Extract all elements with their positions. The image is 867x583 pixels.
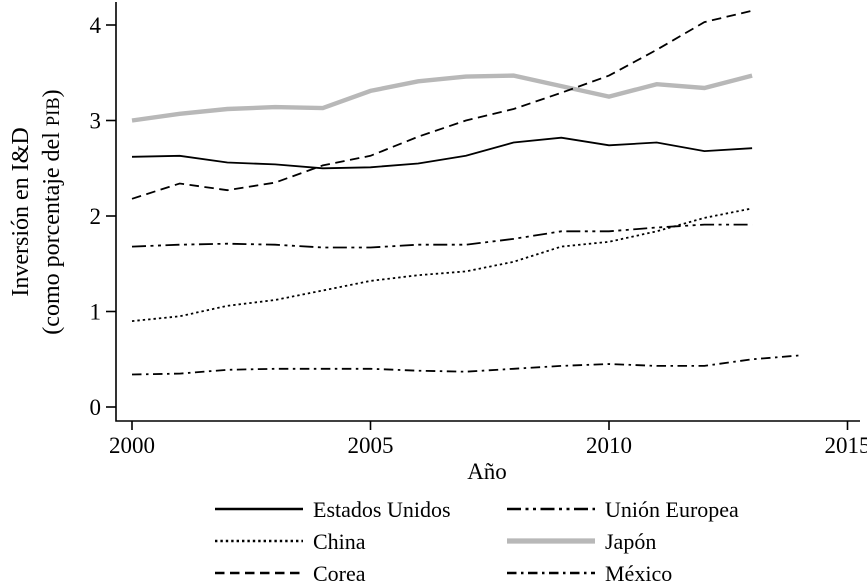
- series-line-japon: [131, 73, 753, 123]
- x-tick-label: 2010: [586, 433, 632, 458]
- legend: Estados Unidos China Corea Unión Europea Jap…: [215, 497, 739, 583]
- y-tick-label: 0: [90, 395, 102, 420]
- legend-label-estados-unidos: Estados Unidos: [313, 497, 451, 522]
- legend-item-japon: Japón: [507, 529, 656, 554]
- series-line-estados-unidos: [131, 136, 753, 170]
- legend-label-china: China: [313, 529, 366, 554]
- axis-lines: [115, 2, 860, 422]
- series-line-china: [131, 207, 753, 322]
- legend-label-union-europea: Unión Europea: [605, 497, 739, 522]
- x-tick-label: 2015: [825, 433, 867, 458]
- y-axis-title-line1: Inversión en I&D: [8, 127, 34, 296]
- legend-label-mexico: México: [605, 561, 672, 583]
- y-tick-label: 1: [90, 300, 102, 325]
- legend-item-corea: Corea: [215, 561, 366, 583]
- series-line-mexico: [131, 354, 800, 376]
- legend-item-mexico: México: [507, 561, 672, 583]
- legend-item-china: China: [215, 529, 366, 554]
- series-line-union-europea: [131, 223, 753, 249]
- series-line-corea: [131, 9, 753, 200]
- x-axis-title: Año: [467, 459, 507, 484]
- series-lines: [131, 9, 800, 376]
- y-tick-label: 4: [90, 13, 102, 38]
- x-tick-label: 2005: [348, 433, 394, 458]
- x-tick-label: 2000: [109, 433, 155, 458]
- legend-item-estados-unidos: Estados Unidos: [215, 497, 451, 522]
- y-tick-label: 3: [90, 109, 102, 134]
- y-axis-title-pib-smallcaps: PIB: [44, 97, 64, 126]
- y-axis-title-line2-post: ): [39, 89, 65, 97]
- y-axis-title-line2-pre: (como porcentaje del: [39, 126, 65, 335]
- axes: 0 1 2 3 4 2000 2005 2010 2015: [90, 2, 867, 458]
- legend-label-japon: Japón: [605, 529, 656, 554]
- y-axis-title-line2: (como porcentaje del PIB): [39, 89, 65, 334]
- legend-label-corea: Corea: [313, 561, 366, 583]
- legend-item-union-europea: Unión Europea: [507, 497, 739, 522]
- y-tick-label: 2: [90, 204, 102, 229]
